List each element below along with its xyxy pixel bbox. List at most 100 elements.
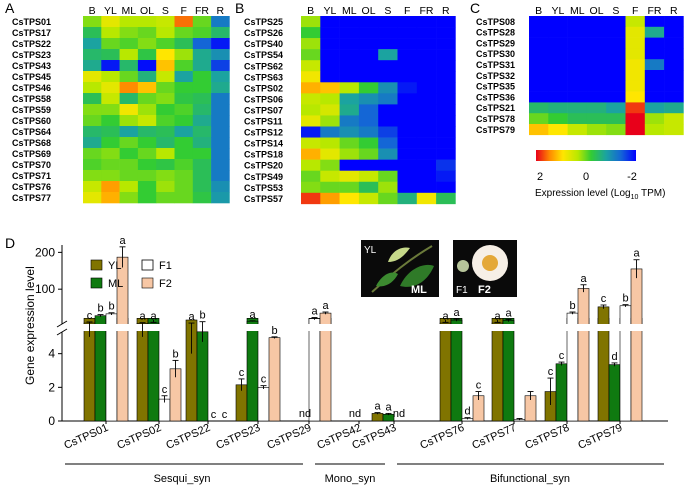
heatmap-c-cell — [625, 91, 646, 103]
axis-break-mark — [56, 320, 68, 328]
group-label-sesqui: Sesqui_syn — [154, 473, 211, 485]
heatmap-b-cell — [436, 148, 456, 160]
significance-letter: d — [464, 406, 470, 418]
heatmap-a-cell — [156, 60, 175, 72]
heatmap-a-cell — [101, 71, 120, 83]
heatmap-b-cell — [436, 27, 456, 39]
heatmap-a-cell — [137, 38, 157, 50]
heatmap-a-cell — [83, 60, 102, 72]
heatmap-c-cell — [567, 16, 588, 28]
heatmap-a: B YL ML OL S F FR R CsTPS01CsTPS17CsTPS22CsTPS23… — [12, 5, 230, 204]
heatmap-a-cell — [137, 93, 157, 105]
heatmap-c-col-label: YL — [552, 5, 565, 17]
heatmap-b-cell — [378, 137, 398, 149]
heatmap-c-cell — [586, 48, 607, 60]
heatmap-b-cell — [320, 38, 340, 50]
heatmap-b-cell — [416, 170, 437, 183]
bar-break-gap — [147, 324, 160, 331]
x-tick-label: CsTPS22 — [164, 422, 212, 452]
heatmap-a-cell — [119, 93, 139, 105]
heatmap-b-cell — [397, 159, 418, 171]
heatmap-b-cell — [301, 115, 321, 127]
legend-swatch-ml — [90, 277, 103, 289]
heatmap-b-cell — [301, 126, 321, 138]
heatmap-c-cell — [625, 113, 646, 125]
heatmap-c-cell — [529, 37, 549, 49]
heatmap-b-cell — [320, 115, 340, 127]
colorbar-gradient — [536, 150, 636, 161]
heatmap-b-row-label: CsTPS63 — [244, 72, 283, 82]
heatmap-b-cell — [378, 16, 398, 28]
heatmap-b-row-label: CsTPS40 — [244, 39, 283, 49]
nd-marker: nd — [393, 408, 405, 420]
heatmap-c-cell — [644, 70, 665, 82]
heatmap-a-cell — [119, 104, 139, 116]
bar — [630, 318, 643, 422]
heatmap-b-cell — [358, 170, 379, 183]
heatmap-b-cell — [339, 148, 360, 160]
heatmap-a-cell — [83, 137, 102, 149]
heatmap-a-cell — [156, 16, 175, 28]
heatmap-b-cell — [378, 82, 398, 94]
heatmap-b-cell — [301, 137, 321, 149]
heatmap-b-cell — [320, 181, 340, 194]
heatmap-b-cell — [320, 159, 340, 171]
heatmap-c-cell — [606, 91, 626, 103]
heatmap-c-cell — [548, 124, 568, 136]
heatmap-b-cell — [358, 181, 379, 194]
heatmap-a-col-label: FR — [195, 5, 209, 17]
heatmap-b-cell — [416, 27, 437, 39]
heatmap-b-cell — [436, 82, 456, 94]
heatmap-b-cell — [436, 170, 456, 183]
heatmap-c-col-label: FR — [647, 5, 661, 17]
heatmap-b-cell — [436, 137, 456, 149]
bar-break-gap — [577, 324, 590, 331]
heatmap-c-cell — [606, 102, 626, 114]
significance-letter: c — [222, 409, 228, 421]
heatmap-a-cell — [192, 93, 212, 105]
heatmap-a-cell — [83, 71, 102, 83]
heatmap-a-row-label: CsTPS76 — [12, 182, 51, 192]
heatmap-c-cell — [606, 59, 626, 71]
heatmap-c-cell — [548, 102, 568, 114]
heatmap-b-cell — [301, 93, 321, 105]
heatmap-b-col-label: YL — [324, 5, 337, 17]
heatmap-a-cell — [211, 148, 230, 160]
significance-letter: a — [385, 401, 392, 413]
significance-letter: a — [494, 310, 501, 322]
heatmap-b-cell — [320, 170, 340, 183]
legend-swatch-f2 — [141, 277, 154, 289]
heatmap-c-cell — [644, 102, 665, 114]
heatmap-c-col-label: S — [612, 5, 619, 17]
heatmap-b-cell — [358, 49, 379, 61]
heatmap-a-row-label: CsTPS46 — [12, 83, 51, 93]
heatmap-b-cell — [378, 60, 398, 72]
heatmap-c-cell — [625, 59, 646, 71]
significance-letter: c — [211, 409, 217, 421]
bar-break-gap — [491, 324, 504, 331]
significance-letter: a — [311, 306, 318, 318]
bar — [257, 387, 270, 422]
heatmap-b-cell — [436, 71, 456, 83]
heatmap-c-cell — [586, 80, 607, 92]
legend-label-ml: ML — [108, 278, 123, 290]
heatmap-a-cell — [137, 71, 157, 83]
heatmap-a-col-label: R — [216, 5, 224, 17]
heatmap-a-row-label: CsTPS59 — [12, 105, 51, 115]
heatmap-a-col-label: OL — [140, 5, 154, 17]
significance-letter: a — [580, 273, 587, 285]
heatmap-b-cell — [436, 93, 456, 105]
heatmap-c-row-label: CsTPS31 — [476, 60, 515, 70]
heatmap-a-cell — [192, 82, 212, 94]
heatmap-c-cell — [664, 70, 684, 82]
heatmap-b-cell — [378, 181, 398, 194]
legend-label-f2: F2 — [159, 278, 172, 290]
bar — [608, 364, 621, 422]
heatmap-b-cell — [320, 60, 340, 72]
heatmap-c-cell — [548, 59, 568, 71]
y-tick-label: 100 — [35, 282, 55, 296]
bar — [371, 413, 384, 422]
heatmap-b-col-label: R — [442, 5, 450, 17]
